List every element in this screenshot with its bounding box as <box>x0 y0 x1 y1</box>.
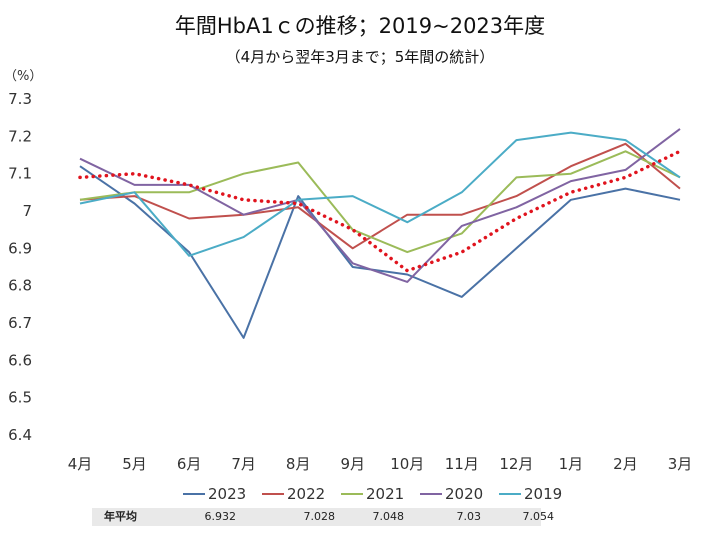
legend-label-2022: 2022 <box>287 485 325 503</box>
series-line-2019 <box>79 131 681 257</box>
annual-average-value: 7.048 <box>372 510 405 523</box>
trend-line <box>78 149 682 273</box>
chart-subtitle: （4月から翌年3月まで；5年間の統計） <box>225 48 495 66</box>
legend: 2023 2022 2021 2020 2019 <box>183 485 562 503</box>
y-tick-label: 6.4 <box>8 426 32 444</box>
trend-dotted-line <box>78 149 682 273</box>
y-tick-label: 7 <box>22 202 32 220</box>
x-tick-label: 2月 <box>613 455 638 473</box>
x-tick-label: 3月 <box>668 455 693 473</box>
series-lines <box>79 128 681 339</box>
legend-label-2023: 2023 <box>208 485 246 503</box>
y-tick-label: 7.2 <box>8 127 32 145</box>
y-axis-ticks: 6.4 6.5 6.6 6.7 6.8 6.9 7 7.1 7.2 7.3 <box>8 90 32 444</box>
annual-average-value: 7.054 <box>522 510 555 523</box>
x-tick-label: 1月 <box>559 455 584 473</box>
annual-average-label: 年平均 <box>104 510 137 523</box>
series-line-2021 <box>79 150 681 254</box>
annual-average-table: 年平均 6.932 7.028 7.048 7.03 7.054 <box>92 508 554 526</box>
x-tick-label: 5月 <box>122 455 147 473</box>
y-axis-unit-label: （%） <box>4 69 42 84</box>
y-tick-label: 7.3 <box>8 90 32 108</box>
y-tick-label: 7.1 <box>8 165 32 183</box>
y-tick-label: 6.8 <box>8 277 32 295</box>
x-tick-label: 8月 <box>286 455 311 473</box>
x-tick-label: 6月 <box>177 455 202 473</box>
x-tick-label: 4月 <box>68 455 93 473</box>
series-line-2022 <box>79 142 681 250</box>
annual-average-value: 7.028 <box>303 510 336 523</box>
x-tick-label: 7月 <box>231 455 256 473</box>
x-axis-ticks: 4月 5月 6月 7月 8月 9月 10月 11月 12月 1月 2月 3月 <box>68 455 693 473</box>
legend-label-2020: 2020 <box>445 485 483 503</box>
y-tick-label: 6.9 <box>8 239 32 257</box>
annual-average-value: 7.03 <box>456 510 482 523</box>
annual-average-value: 6.932 <box>204 510 237 523</box>
y-tick-label: 6.5 <box>8 389 32 407</box>
y-tick-label: 6.6 <box>8 351 32 369</box>
x-tick-label: 11月 <box>445 455 479 473</box>
chart-title: 年間HbA1ｃの推移；2019~2023年度 <box>174 14 546 38</box>
x-tick-label: 10月 <box>390 455 424 473</box>
x-tick-label: 9月 <box>340 455 365 473</box>
series-line-2020 <box>79 128 681 283</box>
legend-label-2019: 2019 <box>524 485 562 503</box>
y-tick-label: 6.7 <box>8 314 32 332</box>
x-tick-label: 12月 <box>499 455 533 473</box>
legend-label-2021: 2021 <box>366 485 404 503</box>
